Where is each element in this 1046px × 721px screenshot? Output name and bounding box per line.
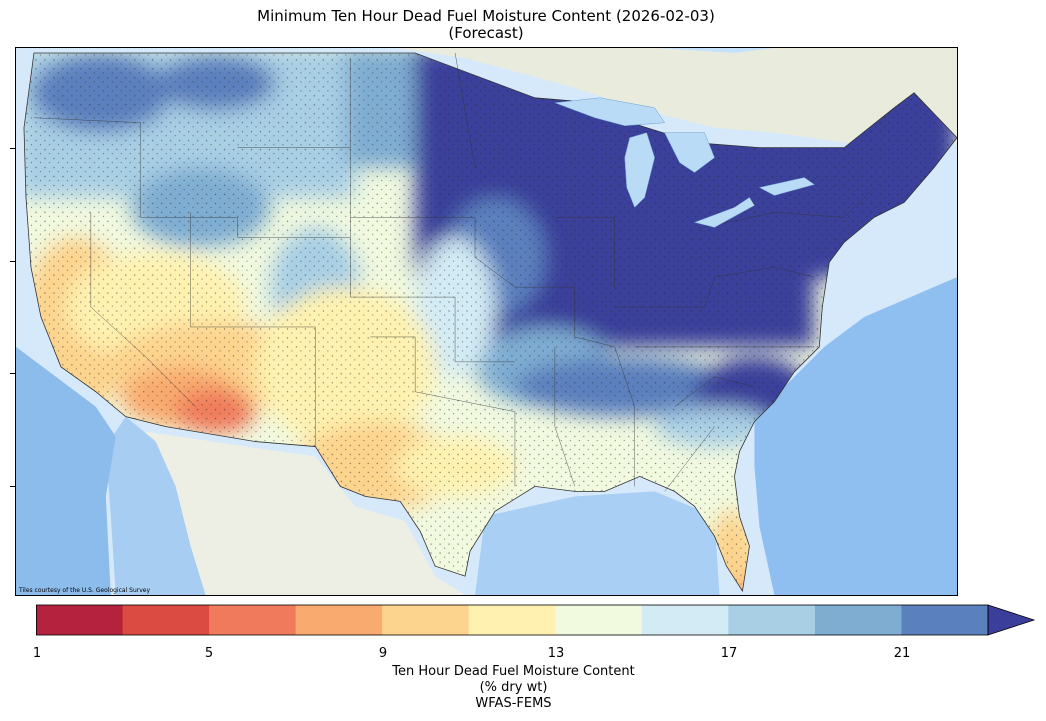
- state-borders: [33, 52, 875, 492]
- colorbar-segment: [209, 605, 297, 635]
- atlantic-water: [754, 277, 957, 595]
- colorbar: [36, 604, 1036, 636]
- chart-subtitle: (Forecast): [448, 24, 524, 42]
- pacific-coast-water: [105, 416, 206, 595]
- colorbar-tick-label: 17: [720, 646, 738, 661]
- colorbar-tick-label: 21: [893, 646, 911, 661]
- colorbar-segment: [814, 605, 902, 635]
- colorbar-source: WFAS-FEMS: [475, 696, 552, 711]
- colorbar-tick-label: 1: [32, 646, 42, 661]
- chart-title: Minimum Ten Hour Dead Fuel Moisture Cont…: [257, 7, 715, 25]
- colorbar-tick-label: 9: [378, 646, 388, 661]
- y-tick: [10, 373, 15, 374]
- lake-superior: [554, 97, 666, 126]
- y-tick: [10, 486, 15, 487]
- colorbar-segment: [382, 605, 470, 635]
- canada-land: [395, 48, 957, 148]
- colorbar-tick-label: 5: [204, 646, 214, 661]
- lake-huron: [664, 132, 715, 173]
- us-border: [23, 52, 957, 593]
- colorbar-label: Ten Hour Dead Fuel Moisture Content: [392, 664, 635, 679]
- colorbar-units: (% dry wt): [479, 680, 548, 695]
- fuel-moisture-map: [15, 47, 958, 596]
- colorbar-segment: [122, 605, 210, 635]
- y-tick: [10, 261, 15, 262]
- lake-erie: [693, 197, 755, 228]
- colorbar-segment: [901, 605, 989, 635]
- great-lakes: [554, 97, 815, 228]
- colorbar-segment: [641, 605, 729, 635]
- colorbar-outline: [36, 604, 989, 636]
- colorbar-extend-arrow: [987, 604, 1036, 636]
- colorbar-tick-label: 13: [547, 646, 565, 661]
- colorbar-segment: [728, 605, 816, 635]
- gulf-water: [475, 491, 720, 595]
- map-credit: Tiles courtesy of the U.S. Geological Su…: [19, 587, 151, 594]
- colorbar-segment: [36, 605, 124, 635]
- y-tick: [10, 148, 15, 149]
- colorbar-segment: [295, 605, 383, 635]
- mexico-land: [140, 431, 466, 595]
- colorbar-segment: [468, 605, 556, 635]
- lake-ontario: [758, 177, 815, 196]
- colorbar-segment: [555, 605, 643, 635]
- pacific-water: [16, 346, 116, 595]
- lake-michigan: [624, 132, 655, 208]
